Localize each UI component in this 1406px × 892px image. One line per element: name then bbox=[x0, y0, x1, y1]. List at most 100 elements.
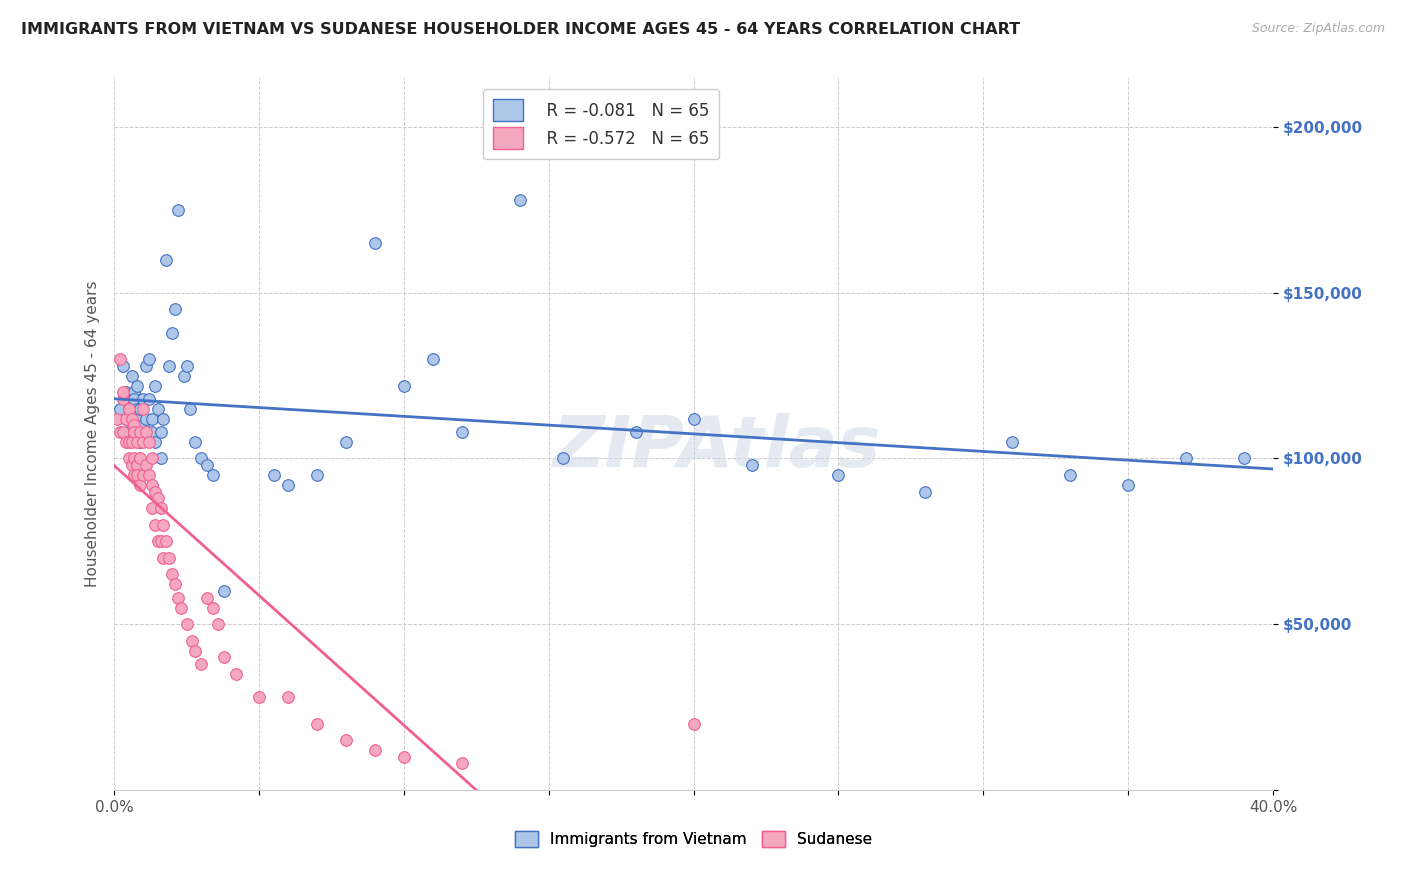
Point bbox=[111, 392, 134, 406]
Point bbox=[176, 617, 198, 632]
Point bbox=[170, 600, 193, 615]
Point bbox=[450, 756, 472, 771]
Point bbox=[141, 478, 163, 492]
Point bbox=[114, 385, 136, 400]
Point bbox=[214, 584, 236, 599]
Point bbox=[335, 733, 357, 747]
Point bbox=[143, 434, 166, 449]
Point bbox=[1001, 434, 1024, 449]
Point bbox=[201, 468, 224, 483]
Point bbox=[190, 657, 212, 671]
Text: Source: ZipAtlas.com: Source: ZipAtlas.com bbox=[1251, 22, 1385, 36]
Point bbox=[1116, 478, 1139, 492]
Point bbox=[108, 352, 131, 367]
Point bbox=[138, 352, 160, 367]
Point bbox=[1175, 451, 1198, 466]
Point bbox=[176, 359, 198, 373]
Point bbox=[163, 302, 186, 317]
Point bbox=[124, 411, 146, 425]
Point bbox=[152, 550, 174, 565]
Point bbox=[129, 401, 152, 416]
Point bbox=[135, 411, 157, 425]
Point bbox=[152, 411, 174, 425]
Point bbox=[263, 468, 285, 483]
Point bbox=[118, 401, 141, 416]
Point bbox=[149, 425, 172, 439]
Point bbox=[118, 392, 141, 406]
Point bbox=[132, 468, 155, 483]
Point bbox=[149, 534, 172, 549]
Point bbox=[364, 743, 387, 757]
Point bbox=[305, 716, 328, 731]
Point bbox=[129, 425, 152, 439]
Point bbox=[138, 392, 160, 406]
Point bbox=[155, 252, 177, 267]
Point bbox=[422, 352, 444, 367]
Point bbox=[146, 491, 169, 506]
Point bbox=[1059, 468, 1081, 483]
Point bbox=[827, 468, 849, 483]
Point bbox=[160, 567, 183, 582]
Point bbox=[624, 425, 647, 439]
Point bbox=[392, 378, 415, 392]
Point bbox=[127, 425, 149, 439]
Point bbox=[195, 591, 218, 605]
Point bbox=[138, 468, 160, 483]
Point bbox=[121, 411, 143, 425]
Point bbox=[132, 401, 155, 416]
Point bbox=[143, 484, 166, 499]
Point bbox=[914, 484, 936, 499]
Point bbox=[195, 458, 218, 472]
Point bbox=[135, 458, 157, 472]
Point bbox=[214, 650, 236, 665]
Point bbox=[121, 434, 143, 449]
Point bbox=[167, 202, 190, 217]
Point bbox=[111, 359, 134, 373]
Point bbox=[682, 411, 704, 425]
Point bbox=[121, 418, 143, 433]
Point bbox=[157, 359, 180, 373]
Point bbox=[141, 501, 163, 516]
Point bbox=[509, 193, 531, 207]
Point bbox=[118, 451, 141, 466]
Point bbox=[127, 434, 149, 449]
Point bbox=[277, 690, 299, 704]
Point bbox=[305, 468, 328, 483]
Point bbox=[207, 617, 229, 632]
Point bbox=[152, 517, 174, 532]
Point bbox=[124, 451, 146, 466]
Point bbox=[124, 418, 146, 433]
Point bbox=[135, 425, 157, 439]
Point bbox=[132, 434, 155, 449]
Point bbox=[146, 534, 169, 549]
Point bbox=[201, 600, 224, 615]
Point bbox=[181, 633, 204, 648]
Point bbox=[127, 401, 149, 416]
Point bbox=[149, 451, 172, 466]
Point bbox=[132, 392, 155, 406]
Point bbox=[124, 425, 146, 439]
Point bbox=[129, 434, 152, 449]
Point bbox=[1233, 451, 1256, 466]
Point bbox=[121, 368, 143, 383]
Point bbox=[146, 401, 169, 416]
Point bbox=[124, 392, 146, 406]
Point bbox=[553, 451, 575, 466]
Point bbox=[157, 550, 180, 565]
Point bbox=[127, 378, 149, 392]
Point bbox=[149, 501, 172, 516]
Point bbox=[118, 434, 141, 449]
Point bbox=[127, 468, 149, 483]
Point bbox=[160, 326, 183, 340]
Point bbox=[114, 411, 136, 425]
Point bbox=[163, 577, 186, 591]
Point bbox=[179, 401, 201, 416]
Y-axis label: Householder Income Ages 45 - 64 years: Householder Income Ages 45 - 64 years bbox=[86, 280, 100, 587]
Point bbox=[114, 411, 136, 425]
Point bbox=[392, 749, 415, 764]
Point bbox=[143, 378, 166, 392]
Point bbox=[682, 716, 704, 731]
Point bbox=[111, 385, 134, 400]
Point bbox=[118, 401, 141, 416]
Point bbox=[127, 458, 149, 472]
